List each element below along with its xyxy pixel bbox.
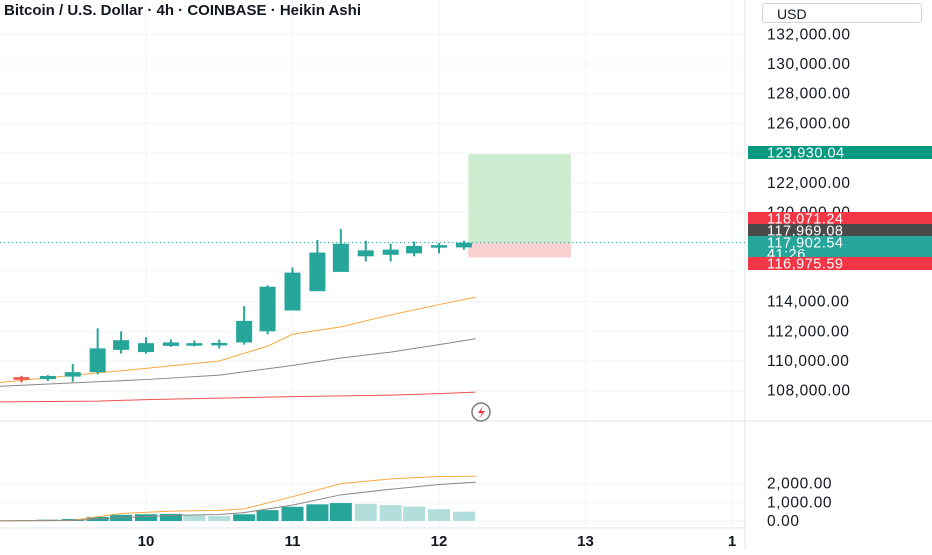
candle [455, 240, 472, 250]
time-tick-label: 1 [728, 533, 736, 550]
candle [39, 375, 56, 382]
candle [186, 340, 203, 347]
candle-body [211, 342, 228, 346]
candle-body [406, 245, 423, 254]
time-tick-label: 10 [138, 533, 155, 550]
candle [259, 285, 276, 335]
price-tag-bg [748, 146, 932, 159]
price-tick-label: 112,000.00 [767, 323, 849, 340]
volume-bar [281, 506, 304, 521]
candle-body [284, 272, 301, 311]
candle-body [186, 343, 203, 346]
volume-bar [159, 513, 182, 521]
candle [64, 363, 81, 382]
candle-body [431, 245, 447, 248]
volume-bar [256, 510, 279, 521]
candle [406, 241, 423, 257]
volume-bar [183, 515, 206, 521]
price-tick-label: 110,000.00 [767, 353, 849, 370]
time-tick-label: 11 [285, 533, 301, 550]
moving-average-line [0, 338, 476, 387]
position-loss-zone [468, 242, 571, 258]
lightning-icon [471, 402, 491, 422]
lightning-icon-bolt [478, 406, 485, 419]
volume-bar [403, 506, 426, 521]
symbol-title: Bitcoin / U.S. Dollar · 4h · COINBASE · … [4, 2, 361, 19]
candle-body [357, 250, 374, 257]
volume-bar [306, 504, 329, 521]
price-tag: 118,071.24 [748, 212, 932, 228]
volume-bar [135, 514, 157, 521]
price-tag-label: 117,969.08 [767, 224, 844, 240]
candle [431, 242, 447, 254]
volume-bar [233, 514, 256, 521]
price-tag: 117,969.08 [748, 224, 932, 240]
candle [162, 339, 179, 347]
volume-bar [452, 511, 475, 521]
time-tick-label: 13 [577, 533, 594, 550]
candle-body [455, 242, 472, 248]
time-tick-label: 12 [431, 533, 448, 550]
price-tick-label: 132,000.00 [767, 26, 851, 43]
price-tag-bg [748, 236, 932, 260]
candle-body [64, 372, 81, 377]
volume-bar [428, 509, 450, 521]
price-tag: 116,975.59 [748, 257, 932, 273]
price-tag-label: 116,975.59 [767, 257, 844, 273]
price-tag-bg [748, 257, 932, 270]
moving-average-line [0, 391, 476, 403]
position-profit-zone [468, 154, 571, 243]
price-tag-bg [748, 224, 932, 237]
candle [284, 267, 301, 311]
volume-bar [354, 503, 377, 521]
candle [382, 243, 399, 262]
candle-body [39, 375, 56, 380]
price-tick-label: 130,000.00 [767, 56, 851, 73]
candle-body [382, 249, 399, 255]
candle [89, 328, 106, 375]
candle-body [113, 340, 130, 350]
candle [13, 375, 30, 383]
candle [309, 239, 326, 292]
candle-body [13, 377, 30, 380]
candle-body [89, 348, 106, 373]
price-tag: 123,930.04 [748, 146, 932, 162]
currency-button[interactable]: USD [762, 3, 922, 23]
price-tick-label: 108,000.00 [767, 383, 851, 400]
candle-body [309, 252, 326, 292]
candle [113, 331, 130, 354]
moving-average-line [0, 296, 476, 383]
candle-body [162, 342, 179, 346]
volume-tick-label: 0.00 [767, 513, 800, 530]
volume-bar [208, 515, 231, 521]
price-tag-bg [748, 212, 932, 225]
price-tick-label: 114,000.00 [767, 294, 849, 311]
price-tick-label: 126,000.00 [767, 115, 851, 132]
price-tick-label: 128,000.00 [767, 86, 851, 103]
candle [138, 337, 154, 354]
candle-body [138, 343, 154, 353]
candle-body [259, 286, 276, 332]
candle-body [332, 243, 349, 272]
volume-bar [379, 505, 402, 521]
candle [236, 306, 253, 345]
price-tick-label: 122,000.00 [767, 175, 851, 192]
volume-tick-label: 1,000.00 [767, 494, 832, 511]
candle [357, 240, 374, 262]
volume-average-line [0, 475, 476, 522]
price-tag-label: 123,930.04 [767, 146, 845, 162]
price-tag-label: 117,902.54 [767, 236, 844, 252]
candle-body [236, 320, 253, 343]
candle [211, 339, 228, 349]
volume-average-line [0, 481, 476, 522]
candle [332, 228, 349, 272]
price-tag-label: 118,071.24 [767, 212, 844, 228]
volume-tick-label: 2,000.00 [767, 476, 832, 493]
volume-bar [329, 503, 352, 521]
